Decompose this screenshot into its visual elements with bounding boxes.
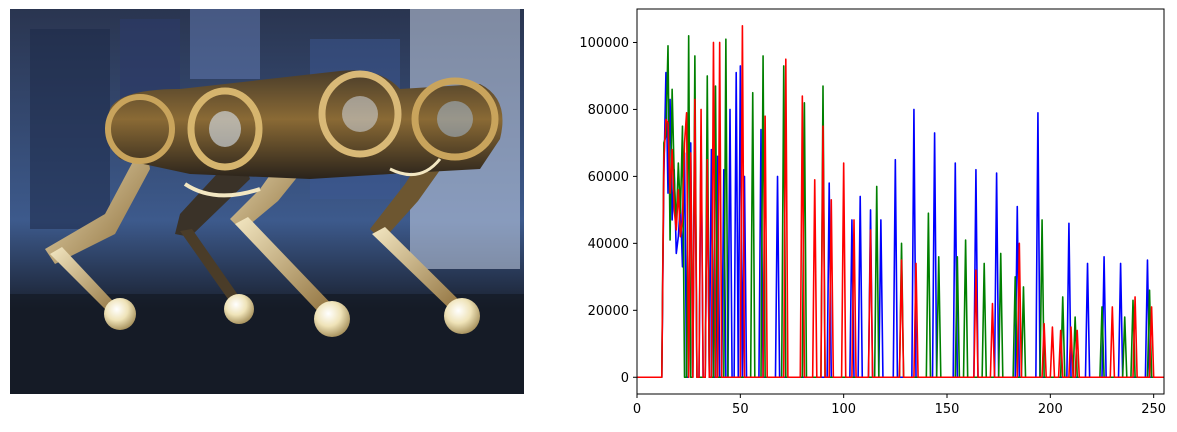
rear-right-lower-leg	[372, 227, 468, 314]
y-tick-label: 20000	[588, 304, 629, 319]
front-left-lower-leg	[50, 247, 125, 319]
x-tick-label: 200	[1038, 402, 1063, 417]
plot-frame	[636, 8, 1165, 395]
y-tick-label: 0	[621, 371, 629, 386]
histogram-chart: 0 50 100 150 200 250 0 20000 40000 60000 80000 100…	[565, 0, 1177, 428]
y-tick-label: 100000	[579, 36, 629, 51]
actuator-highlight	[437, 101, 473, 137]
floor	[10, 294, 524, 394]
cable	[389, 158, 442, 177]
front-left-actuator	[105, 94, 175, 164]
bg-blur-panel	[190, 9, 260, 79]
x-tick-label: 100	[831, 402, 856, 417]
robot-photo	[10, 9, 524, 394]
rear-left-actuator	[318, 70, 402, 158]
x-tick-label: 50	[732, 402, 749, 417]
x-tick-label: 0	[633, 402, 641, 417]
x-tick-label: 250	[1141, 402, 1166, 417]
series-line-2	[637, 24, 1164, 379]
series-layer	[637, 24, 1164, 379]
foot	[104, 298, 136, 330]
y-axis: 0 20000 40000 60000 80000 100000	[579, 36, 637, 386]
actuator-highlight	[209, 111, 241, 147]
y-tick-label: 80000	[588, 103, 629, 118]
robot-quadruped-photo	[10, 9, 524, 394]
histogram-svg: 0 50 100 150 200 250 0 20000 40000 60000 80000 100…	[579, 8, 1166, 417]
cable	[183, 182, 261, 198]
y-tick-label: 60000	[588, 170, 629, 185]
front-right-lower-leg	[180, 229, 245, 309]
bg-blur-panel	[30, 29, 110, 229]
foot	[224, 294, 254, 324]
x-tick-label: 150	[935, 402, 960, 417]
foot	[444, 298, 480, 334]
front-right-actuator	[187, 87, 263, 171]
rear-right-actuator	[411, 77, 499, 161]
x-axis: 0 50 100 150 200 250	[633, 394, 1166, 417]
actuator-highlight	[342, 96, 378, 132]
rear-left-lower-leg	[235, 217, 340, 319]
y-tick-label: 40000	[588, 237, 629, 252]
foot	[314, 301, 350, 337]
